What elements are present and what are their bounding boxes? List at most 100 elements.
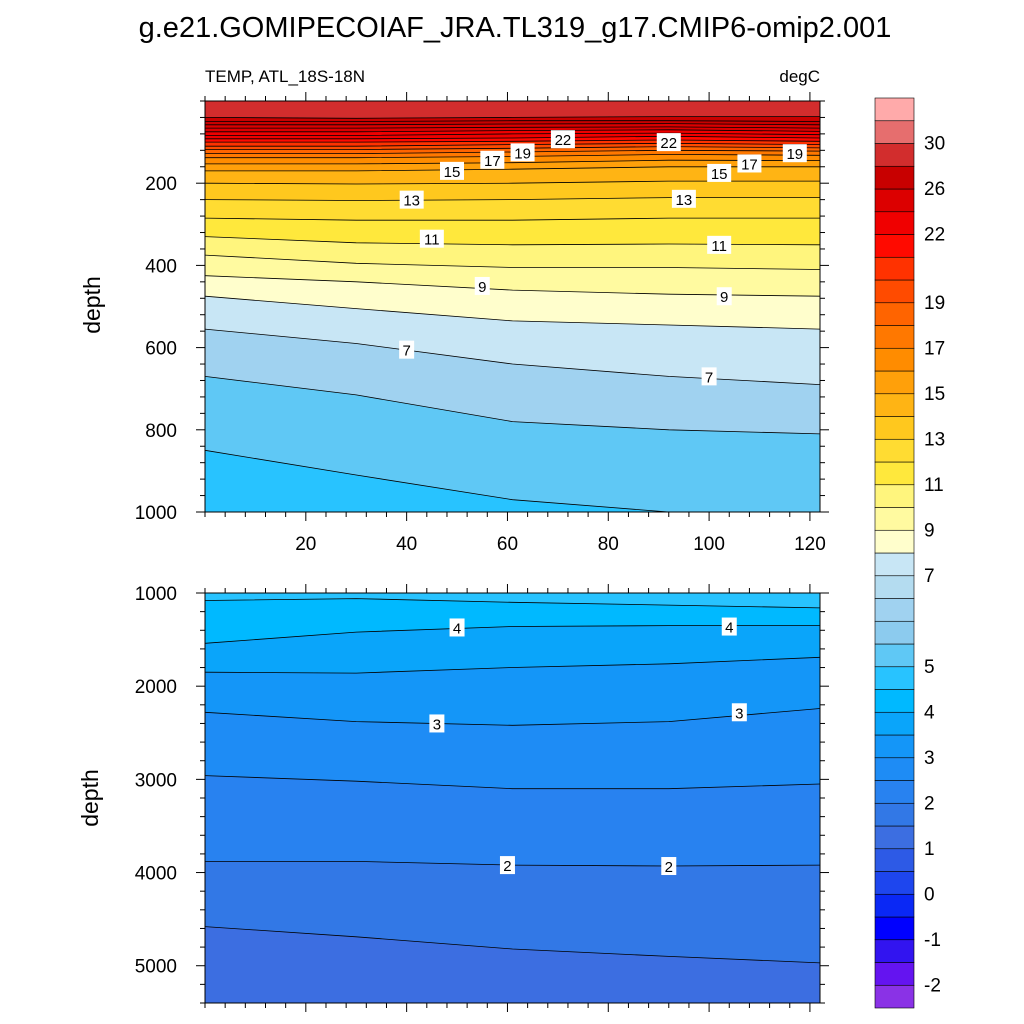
colorbar-swatch bbox=[874, 893, 915, 918]
lower-y-tick-label: 3000 bbox=[135, 770, 177, 791]
colorbar-swatch bbox=[874, 325, 915, 349]
upper-contour-label: 9 bbox=[478, 279, 486, 296]
colorbar-tick-label: 22 bbox=[924, 225, 945, 246]
lower-contour-label-box bbox=[661, 857, 677, 876]
colorbar-tick-label: 3 bbox=[924, 748, 935, 769]
lower-axes: 1000 2000 3000 4000 5000 bbox=[135, 584, 829, 1012]
colorbar-tick-label: 0 bbox=[924, 884, 935, 905]
lower-y-tick-label: 1000 bbox=[135, 584, 177, 605]
colorbar-tick-label: 1 bbox=[924, 839, 935, 860]
upper-contour-line bbox=[205, 139, 821, 143]
upper-contour-line bbox=[205, 129, 821, 133]
colorbar-swatch bbox=[874, 234, 915, 258]
colorbar-swatch bbox=[874, 393, 915, 417]
colorbar-swatch bbox=[874, 802, 915, 827]
colorbar-swatch bbox=[874, 529, 915, 554]
lower-contour-label: 2 bbox=[503, 858, 511, 875]
colorbar-swatch bbox=[874, 120, 915, 144]
lower-contour-line bbox=[204, 926, 821, 964]
colorbar-tick-label: 9 bbox=[924, 520, 935, 541]
lower-contour-label-box bbox=[429, 714, 445, 733]
colorbar-swatch bbox=[874, 461, 915, 486]
upper-contour-line bbox=[205, 120, 821, 122]
colorbar-swatch bbox=[874, 507, 915, 531]
colorbar-swatch bbox=[874, 347, 915, 372]
colorbar-tick-label: 5 bbox=[924, 657, 935, 678]
lower-contour-label-box bbox=[721, 617, 737, 636]
colorbar-swatch bbox=[874, 962, 915, 986]
lower-contour-fills bbox=[205, 593, 820, 1003]
colorbar-swatch bbox=[874, 711, 915, 736]
upper-contour-line bbox=[204, 295, 821, 330]
colorbar-swatch bbox=[874, 302, 915, 326]
colorbar-swatch bbox=[874, 666, 915, 690]
colorbar-tick-label: 11 bbox=[924, 475, 944, 496]
upper-contour-label: 22 bbox=[660, 135, 677, 152]
upper-contour-line bbox=[204, 197, 820, 201]
upper-axes: 20 40 60 80 100 120 200 400 600 800 1000 bbox=[135, 92, 829, 555]
lower-contour-line bbox=[204, 775, 821, 790]
upper-fill-band bbox=[205, 101, 820, 119]
upper-y-axis-label: depth bbox=[79, 276, 105, 334]
upper-contour-label-box bbox=[510, 143, 535, 162]
lower-fill-band bbox=[205, 593, 820, 608]
colorbar-swatch bbox=[874, 279, 915, 304]
upper-y-tick-label: 600 bbox=[145, 339, 177, 360]
upper-contour-line bbox=[204, 328, 821, 385]
lower-y-tick-label: 5000 bbox=[135, 957, 177, 978]
colorbar-swatch bbox=[874, 211, 915, 235]
lower-y-tick-label: 4000 bbox=[135, 864, 177, 885]
colorbar-tick-label: 15 bbox=[924, 384, 945, 405]
upper-contour-label-box bbox=[440, 161, 465, 180]
upper-contour-label-box bbox=[399, 340, 415, 359]
upper-contour-label: 17 bbox=[484, 153, 501, 170]
colorbar-swatch bbox=[874, 97, 915, 122]
upper-x-tick-label: 60 bbox=[497, 534, 518, 555]
upper-contour-label-box bbox=[707, 235, 732, 254]
upper-contour-line bbox=[205, 159, 821, 165]
upper-contour-line bbox=[204, 217, 820, 221]
colorbar-tick-label: 19 bbox=[924, 293, 945, 314]
lower-contour-label: 2 bbox=[665, 859, 673, 876]
colorbar-swatch bbox=[874, 370, 915, 395]
upper-contour-label: 19 bbox=[786, 146, 803, 163]
upper-contour-label: 15 bbox=[711, 166, 728, 183]
upper-contour-label-box bbox=[716, 287, 732, 306]
lower-contour-line bbox=[204, 598, 821, 609]
lower-y-tick-label: 2000 bbox=[135, 677, 177, 698]
colorbar-swatch bbox=[874, 734, 915, 759]
lower-contour-label: 3 bbox=[735, 705, 743, 722]
upper-contour-line bbox=[205, 123, 821, 126]
colorbar-swatch bbox=[874, 256, 915, 281]
upper-contour-line bbox=[204, 376, 821, 435]
upper-contour-label: 9 bbox=[720, 289, 728, 306]
colorbar-swatch bbox=[874, 165, 915, 190]
upper-contour-label: 11 bbox=[711, 238, 727, 255]
colorbar-tick-label: 2 bbox=[924, 793, 935, 814]
lower-contour-line bbox=[204, 708, 821, 726]
upper-x-tick-label: 80 bbox=[598, 534, 619, 555]
colorbar-swatch bbox=[874, 484, 915, 508]
colorbar-swatch bbox=[874, 598, 915, 622]
upper-depth-panel: 22 22 19 19 17 17 15 15 13 13 11 11 9 9 7 7 20 40 60 80 100… bbox=[79, 92, 829, 555]
colorbar-swatch bbox=[874, 575, 915, 599]
lower-contour-label-box bbox=[731, 703, 747, 722]
upper-contour-line bbox=[205, 132, 821, 136]
upper-contour-label: 19 bbox=[514, 145, 531, 162]
lower-depth-panel: 4 4 3 3 2 2 1000 2000 3000 4000 5000 depth bbox=[77, 584, 829, 1012]
colorbar-swatch bbox=[874, 939, 915, 963]
colorbar-swatch bbox=[874, 438, 915, 463]
upper-contour-label: 22 bbox=[555, 132, 572, 149]
upper-contour-label: 7 bbox=[402, 343, 410, 360]
upper-contour-label-box bbox=[419, 229, 444, 248]
lower-contour-label-box bbox=[449, 618, 465, 637]
colorbar-swatch bbox=[874, 643, 915, 668]
upper-contour-lines bbox=[204, 116, 821, 513]
upper-contour-label-box bbox=[480, 150, 505, 169]
upper-contour-line bbox=[204, 254, 821, 270]
upper-x-tick-label: 20 bbox=[295, 534, 316, 555]
colorbar-swatch bbox=[874, 620, 915, 645]
upper-y-tick-label: 400 bbox=[145, 256, 177, 277]
upper-contour-label-box bbox=[671, 189, 696, 208]
